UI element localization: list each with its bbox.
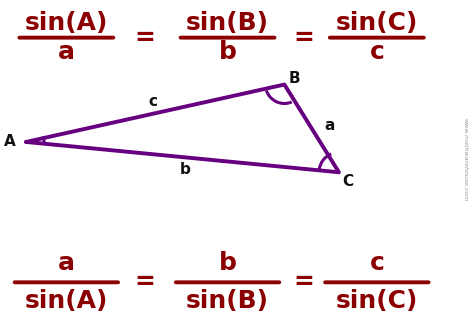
Text: sin(C): sin(C) xyxy=(336,289,418,314)
Text: b: b xyxy=(219,251,237,275)
Text: A: A xyxy=(4,134,15,150)
Text: www.mathwarehouse.com: www.mathwarehouse.com xyxy=(463,118,468,201)
Text: a: a xyxy=(325,118,335,133)
Text: =: = xyxy=(134,270,155,294)
Text: sin(A): sin(A) xyxy=(25,289,108,314)
Text: sin(A): sin(A) xyxy=(25,11,108,35)
Text: sin(C): sin(C) xyxy=(336,11,418,35)
Text: c: c xyxy=(148,93,157,109)
Text: a: a xyxy=(58,251,75,275)
Text: c: c xyxy=(369,251,384,275)
Text: =: = xyxy=(134,26,155,50)
Text: C: C xyxy=(342,174,353,189)
Text: sin(B): sin(B) xyxy=(186,289,269,314)
Text: B: B xyxy=(289,70,301,86)
Text: c: c xyxy=(369,40,384,64)
Text: sin(B): sin(B) xyxy=(186,11,269,35)
Text: =: = xyxy=(293,270,314,294)
Text: b: b xyxy=(180,162,190,177)
Text: b: b xyxy=(219,40,237,64)
Text: =: = xyxy=(293,26,314,50)
Text: a: a xyxy=(58,40,75,64)
